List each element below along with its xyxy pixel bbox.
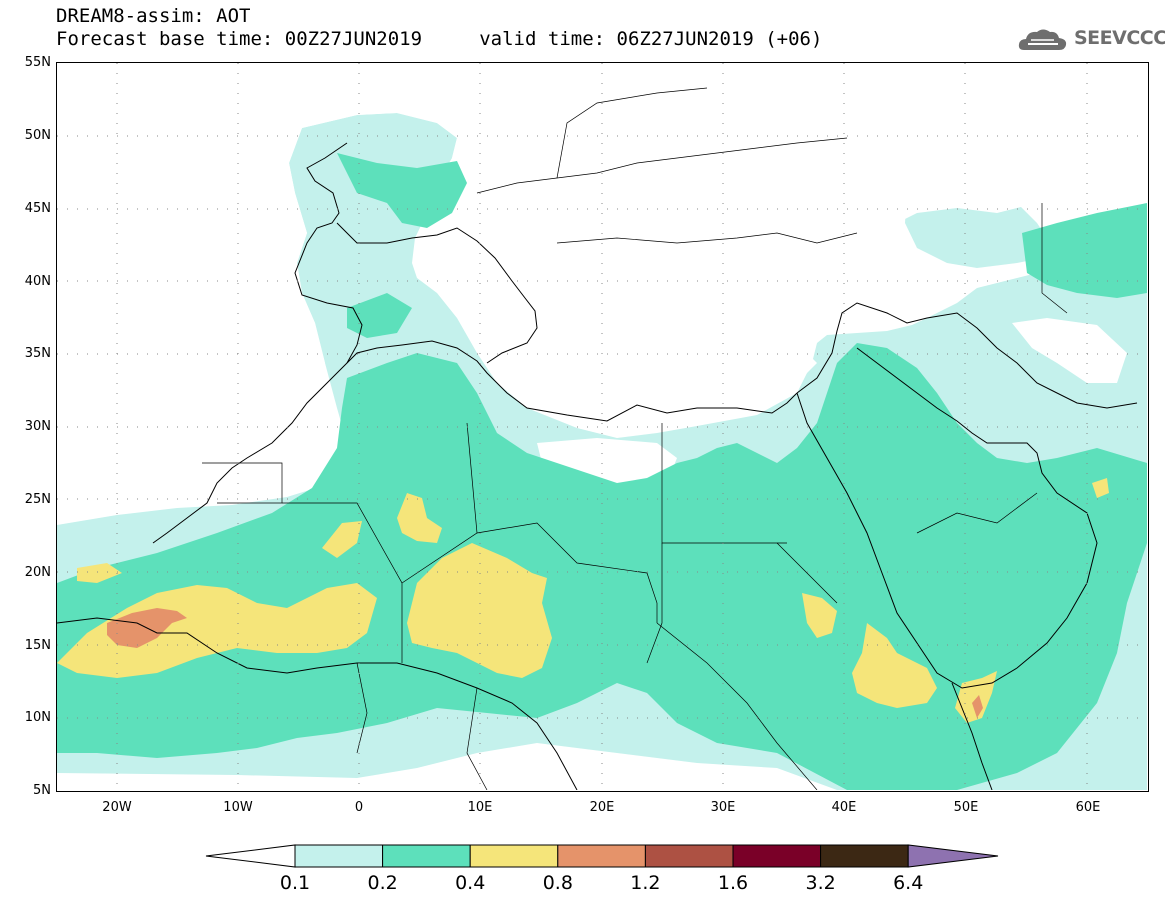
map-panel [56,62,1149,792]
colorbar-cell [382,844,471,868]
colorbar-cell [557,844,646,868]
title-line-1: DREAM8-assim: AOT [56,5,251,27]
lon-label: 50E [953,800,979,815]
logo-text: SEEVCCC [1074,27,1165,49]
lon-label: 0 [354,800,364,815]
colorbar-cell [294,844,384,868]
lon-label: 10W [223,800,253,815]
aot-map [57,63,1147,791]
lat-label: 55N [24,55,51,70]
lon-label: 20W [102,800,132,815]
lat-label: 10N [24,710,51,725]
colorbar-label: 0.1 [279,872,311,894]
colorbar-arrow-high [907,844,999,868]
lat-label: 40N [24,274,51,289]
title-line-2: Forecast base time: 00Z27JUN2019 valid t… [56,28,823,50]
cloud-icon [1018,29,1067,50]
lon-label: 20E [589,800,615,815]
colorbar [205,844,999,868]
colorbar-cell [732,844,822,868]
colorbar-label: 6.4 [893,872,924,894]
lat-label: 15N [24,638,51,653]
lat-label: 30N [24,419,51,434]
lon-label: 60E [1075,800,1101,815]
colorbar-label: 0.2 [367,872,398,894]
colorbar-label: 1.2 [630,872,661,894]
colorbar-label: 0.8 [542,872,573,894]
lat-label: 5N [33,783,51,798]
lat-label: 25N [24,492,51,507]
lon-label: 30E [710,800,736,815]
coastlines [57,142,1138,791]
lat-label: 20N [24,565,51,580]
aot-level-clear [57,63,1147,790]
lon-label: 10E [467,800,493,815]
colorbar-arrow-low [205,844,296,868]
lat-label: 35N [24,346,51,361]
colorbar-label: 3.2 [805,872,836,894]
colorbar-label: 1.6 [717,872,749,894]
lat-label: 45N [24,201,51,216]
colorbar-label: 0.4 [455,872,486,894]
lat-label: 50N [24,128,51,143]
colorbar-cell [644,844,734,868]
colorbar-cell [820,844,909,868]
country-borders [202,87,1068,791]
lon-label: 40E [831,800,857,815]
colorbar-cell [469,844,559,868]
